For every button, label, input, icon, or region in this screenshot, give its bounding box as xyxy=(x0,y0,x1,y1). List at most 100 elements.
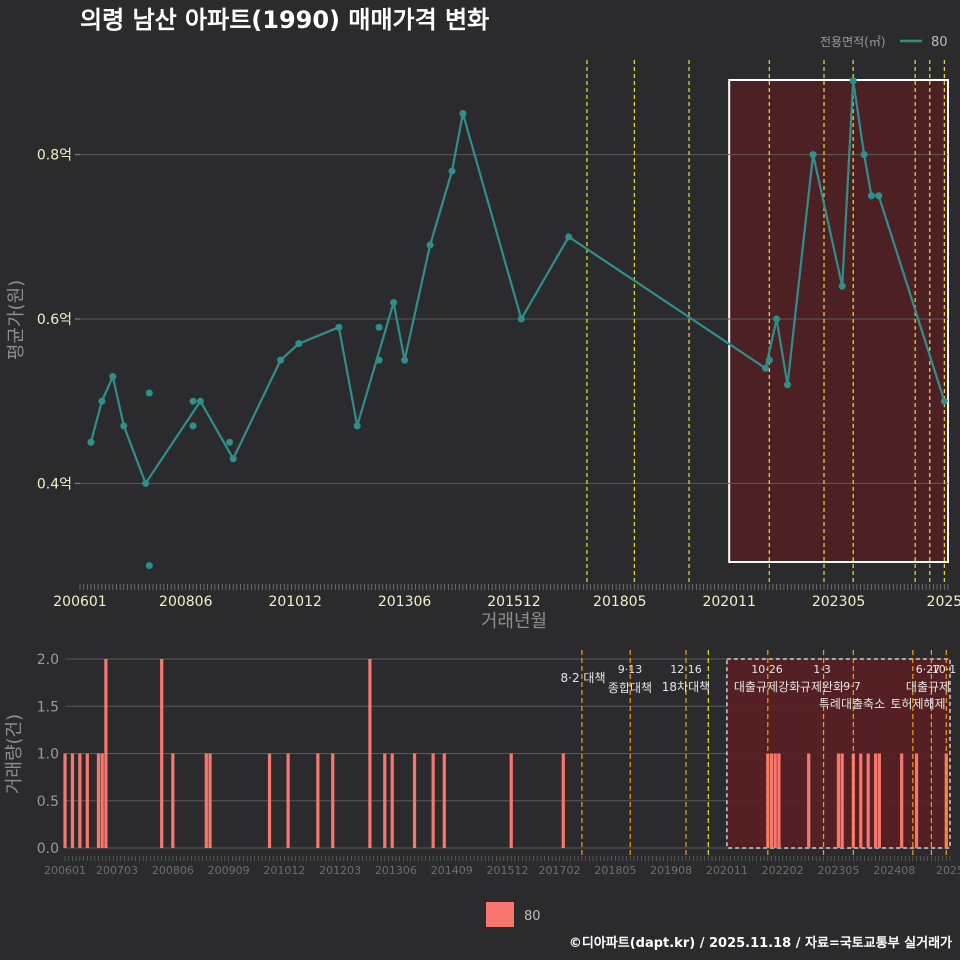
volume-y-tick-label: 1.5 xyxy=(37,699,59,715)
policy-annotation: 대출규제강화 xyxy=(734,680,800,694)
price-point xyxy=(860,151,868,159)
volume-bar xyxy=(286,753,290,848)
legend-title: 전용면적(㎡) xyxy=(820,35,886,49)
x-tick-label: 2025 xyxy=(927,594,960,610)
volume-y-tick-label: 0.5 xyxy=(37,794,59,810)
volume-bar xyxy=(208,753,212,848)
volume-bar xyxy=(840,753,844,848)
price-point xyxy=(87,438,95,446)
policy-annotation: 9·13 xyxy=(618,663,643,676)
source-caption: ©디아파트(dapt.kr) / 2025.11.18 / 자료=국토교통부 실… xyxy=(569,935,952,951)
volume-bar xyxy=(412,753,417,848)
policy-annotation: 9·7 xyxy=(843,680,861,693)
volume-bar xyxy=(204,753,208,848)
legend: 전용면적(㎡) 80 xyxy=(820,35,948,50)
price-point xyxy=(784,381,792,389)
price-point xyxy=(277,356,285,364)
volume-bar xyxy=(874,753,878,848)
chart-title: 의령 남산 아파트(1990) 매매가격 변화 xyxy=(80,6,489,34)
volume-bar xyxy=(851,753,855,848)
price-point xyxy=(226,438,234,446)
volume-bar xyxy=(877,753,881,848)
price-point xyxy=(448,167,456,175)
price-point xyxy=(940,397,948,405)
y-axis-title: 평균가(원) xyxy=(6,280,27,360)
volume-y-tick-label: 0.0 xyxy=(37,841,59,857)
volume-x-tick-label: 201805 xyxy=(594,864,636,877)
policy-annotation: 토허제해제 xyxy=(890,697,945,711)
x-tick-label: 202011 xyxy=(702,594,755,610)
price-point xyxy=(565,233,573,241)
volume-x-tick-label: 200806 xyxy=(152,864,194,877)
volume-bar xyxy=(96,753,101,848)
volume-bar xyxy=(442,753,446,848)
policy-annotation: 대출규제 xyxy=(906,680,950,694)
price-point xyxy=(401,356,409,364)
price-point xyxy=(375,356,383,364)
price-point xyxy=(426,241,434,249)
price-point xyxy=(120,422,128,430)
volume-x-tick-label: 201512 xyxy=(487,864,529,877)
x-tick-label: 201306 xyxy=(378,594,432,610)
price-point xyxy=(517,315,525,323)
volume-bar xyxy=(104,659,108,848)
bottom-legend-swatch xyxy=(486,902,514,927)
volume-y-axis-title: 거래량(건) xyxy=(4,714,25,794)
volume-bar xyxy=(944,753,948,848)
x-tick-label: 201512 xyxy=(487,594,540,610)
price-point xyxy=(838,282,846,290)
bottom-legend[interactable]: 80 xyxy=(486,902,541,927)
price-point xyxy=(196,397,204,405)
volume-bar xyxy=(160,659,164,848)
price-point xyxy=(390,299,398,307)
policy-annotation: 종합대책 xyxy=(608,680,652,695)
volume-x-tick-label: 202202 xyxy=(762,864,804,877)
price-point xyxy=(145,562,153,570)
volume-x-tick-label: 2025 xyxy=(936,864,960,877)
price-point xyxy=(98,397,106,405)
volume-bar xyxy=(100,753,104,848)
policy-annotation: 규제완화 xyxy=(800,680,844,694)
volume-x-tick-label: 202408 xyxy=(873,864,915,877)
y-tick-label: 0.8억 xyxy=(37,148,72,164)
price-point xyxy=(765,356,773,364)
volume-bar xyxy=(383,753,387,848)
price-point xyxy=(809,151,817,159)
volume-bar xyxy=(368,659,372,848)
volume-x-tick-label: 200703 xyxy=(96,864,138,877)
x-tick-label: 201805 xyxy=(593,594,646,610)
price-point xyxy=(375,323,383,331)
volume-bar xyxy=(509,753,513,848)
price-point xyxy=(145,389,153,397)
policy-annotation: 6·27 xyxy=(916,663,941,676)
volume-y-tick-label: 1.0 xyxy=(37,747,59,763)
volume-bar xyxy=(171,753,175,848)
price-point xyxy=(335,323,343,331)
volume-bar xyxy=(267,753,272,848)
y-tick-label: 0.4억 xyxy=(37,476,72,492)
volume-y-tick-label: 2.0 xyxy=(37,652,59,668)
volume-x-tick-label: 201203 xyxy=(319,864,361,877)
volume-bar xyxy=(914,753,919,848)
y-tick-label: 0.6억 xyxy=(37,312,72,328)
policy-annotation: 18차대책 xyxy=(662,679,710,694)
legend-item-80: 80 xyxy=(931,35,948,50)
price-point xyxy=(459,110,467,118)
volume-bar xyxy=(331,753,335,848)
volume-x-tick-label: 201702 xyxy=(539,864,581,877)
volume-bar xyxy=(769,753,774,848)
volume-x-tick-label: 200601 xyxy=(44,864,86,877)
price-point xyxy=(762,364,770,372)
price-point xyxy=(773,315,781,323)
price-point xyxy=(295,340,303,348)
price-point xyxy=(189,422,197,430)
volume-x-tick-label: 200909 xyxy=(208,864,250,877)
volume-bar xyxy=(900,753,904,848)
x-tick-label: 200601 xyxy=(53,594,106,610)
volume-bar xyxy=(316,753,320,848)
price-point xyxy=(189,397,197,405)
highlight-box xyxy=(728,79,949,563)
policy-annotation: 10·26 xyxy=(751,663,783,676)
price-point xyxy=(229,455,237,463)
price-point xyxy=(875,192,883,200)
